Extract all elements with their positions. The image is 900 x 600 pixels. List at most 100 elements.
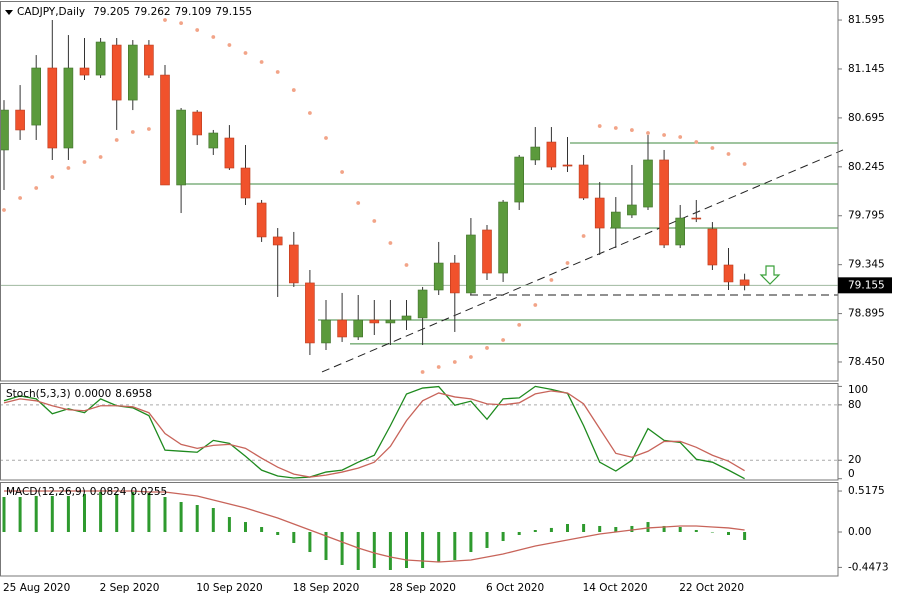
sar-dot — [549, 278, 554, 282]
plot-area: 81.595 81.145 80.695 80.245 79.795 79.345 78.8… — [0, 14, 889, 594]
signal-line — [4, 490, 745, 563]
sar-dot — [613, 126, 618, 130]
sar-dot — [501, 338, 505, 342]
low-readout: 79.109 — [175, 6, 212, 18]
candle-body — [675, 217, 686, 246]
sar-dot — [163, 18, 167, 22]
sar-dot — [227, 43, 232, 47]
candle-body — [739, 279, 750, 286]
candle-body — [627, 204, 637, 216]
sar-dot — [50, 175, 55, 179]
sar-dot — [340, 170, 344, 174]
candle-body — [353, 319, 364, 338]
sar-dot — [436, 365, 441, 369]
sar-dot — [211, 35, 216, 39]
x-tick-label: 6 Oct 2020 — [486, 582, 544, 594]
candle-body — [337, 319, 347, 338]
candle-body — [111, 44, 122, 101]
candle-body — [482, 229, 492, 274]
menu-triangle[interactable] — [5, 10, 13, 15]
macd-bar — [662, 525, 666, 532]
sar-dot — [678, 135, 683, 139]
sar-dot — [565, 261, 570, 265]
candle-body — [288, 244, 299, 284]
candle-body — [417, 289, 428, 319]
candle-body — [466, 234, 476, 294]
sar-dot — [82, 160, 87, 164]
macd-bar — [115, 494, 119, 532]
chart-header: CADJPY,Daily 79.205 79.262 79.109 79.155 — [17, 6, 252, 18]
macd-bar — [372, 531, 376, 569]
sar-dot — [114, 138, 119, 142]
sar-dot — [179, 21, 184, 25]
candle-body — [643, 159, 653, 208]
macd-bar — [501, 531, 505, 542]
macd-bar — [694, 530, 698, 532]
macd-header: MACD(12,26,9) 0.0824 0.0255 — [6, 486, 167, 498]
stoch-header: Stoch(5,3,3) 0.0000 8.6958 — [6, 388, 152, 400]
candle-body — [707, 228, 718, 266]
candle-body — [691, 217, 702, 220]
macd-bar — [50, 495, 54, 532]
macd-bar — [533, 530, 537, 532]
sar-dot — [147, 127, 151, 131]
y-tick-label: 0.00 — [848, 526, 871, 538]
price-label: 79.155 — [848, 279, 885, 291]
sar-dot — [130, 130, 135, 134]
candle-body — [449, 262, 460, 294]
sar-dot — [581, 234, 586, 238]
candle-body — [578, 164, 589, 199]
macd-bar — [646, 522, 650, 532]
sar-dot — [630, 128, 634, 132]
macd-bar — [566, 523, 569, 532]
candle-body — [256, 202, 267, 238]
macd-bar — [743, 531, 747, 540]
open-readout: 79.205 — [93, 6, 130, 18]
candle-body — [144, 44, 154, 76]
candle-body — [0, 109, 9, 151]
stoch-readout: 0.0000 — [75, 388, 112, 400]
candle-body — [562, 164, 573, 167]
y-tick-label: 0 — [848, 468, 855, 480]
macd-bar — [147, 493, 151, 532]
chart-title: CADJPY,Daily — [17, 6, 85, 18]
sar-dot — [356, 201, 361, 205]
stoch-line — [3, 390, 745, 478]
macd-bar — [437, 531, 441, 562]
sar-dot — [195, 28, 200, 32]
sar-dot — [646, 131, 650, 135]
sar-dot — [388, 241, 393, 245]
candle-body — [208, 132, 219, 149]
macd-bar — [244, 522, 247, 532]
macd-bar — [308, 531, 312, 553]
macd-bar — [453, 531, 457, 561]
macd-bar — [582, 523, 586, 532]
x-tick-label: 2 Sep 2020 — [100, 582, 160, 594]
macd-panel-border — [0, 482, 839, 577]
macd-bar — [276, 531, 280, 536]
sar-dot — [452, 360, 457, 364]
macd-bar — [405, 531, 408, 569]
sar-dot — [404, 263, 409, 267]
macd-bar — [292, 531, 296, 543]
stoch-title: Stoch(5,3,3) — [6, 388, 71, 400]
candle-body — [47, 67, 58, 149]
stoch-panel-border — [0, 383, 839, 481]
candle-body — [546, 141, 557, 168]
x-tick-label: 18 Sep 2020 — [293, 582, 360, 594]
y-tick-label: 80.695 — [848, 112, 885, 124]
price-label-box — [838, 277, 892, 294]
y-tick-label: 20 — [848, 454, 861, 466]
macd-bar — [469, 531, 473, 553]
candle-body — [31, 67, 42, 126]
sar-dot — [372, 219, 377, 223]
macd-bar — [678, 527, 682, 532]
y-tick-label: 81.595 — [848, 14, 885, 26]
candle-body — [240, 167, 251, 199]
candle-body — [305, 282, 315, 344]
macd-bar — [421, 531, 425, 569]
candle-body — [498, 201, 508, 274]
sar-dot — [98, 155, 103, 159]
macd-bar — [195, 505, 199, 532]
